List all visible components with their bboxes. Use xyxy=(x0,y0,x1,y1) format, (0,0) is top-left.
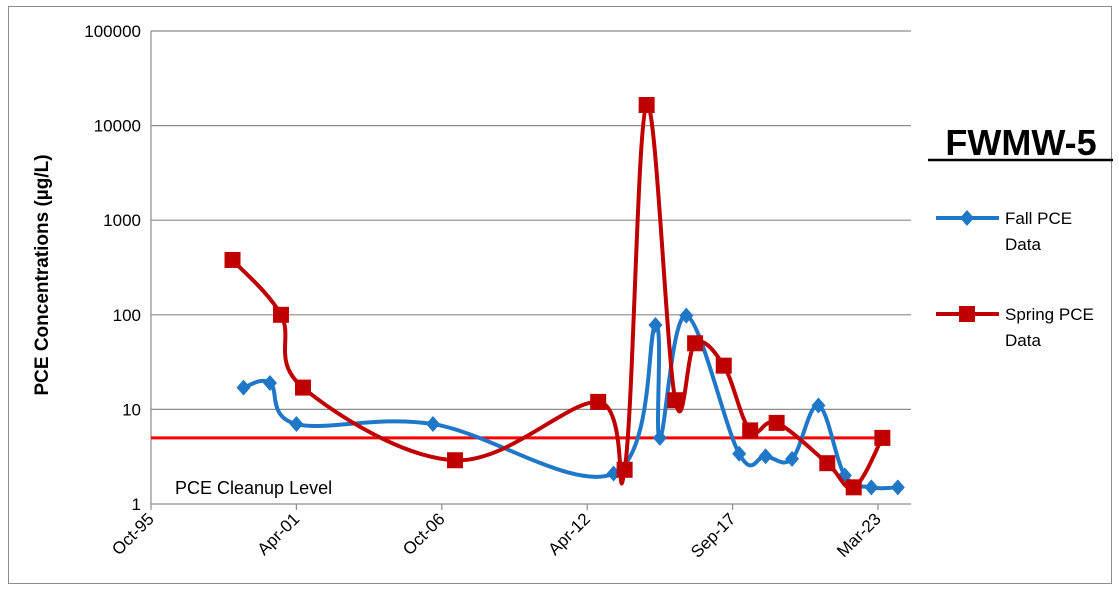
chart-svg: 1 10 100 1000 10000 100000 Oct-95 Apr-01 Oct-06… xyxy=(32,22,1113,562)
data-point xyxy=(638,97,655,114)
data-point xyxy=(742,422,759,439)
data-point xyxy=(272,306,289,323)
data-point xyxy=(732,445,747,462)
x-tick-label: Sep-17 xyxy=(687,509,739,561)
series-fall xyxy=(236,307,905,496)
y-tick-label: 1000 xyxy=(103,211,141,230)
x-tick-labels: Oct-95 Apr-01 Oct-06 Apr-12 Sep-17 Mar-23 xyxy=(108,509,884,561)
data-point xyxy=(425,416,440,433)
data-point xyxy=(295,379,311,396)
data-point xyxy=(768,414,785,431)
x-tick-label: Apr-01 xyxy=(254,509,304,559)
x-tick-label: Apr-12 xyxy=(544,509,594,559)
y-tick-label: 10 xyxy=(122,400,141,419)
data-point xyxy=(679,307,694,324)
data-point xyxy=(758,448,773,465)
data-point xyxy=(785,450,800,467)
data-point xyxy=(667,392,684,409)
data-point xyxy=(890,479,905,496)
series-spring xyxy=(224,97,891,496)
data-point xyxy=(687,335,704,352)
x-tick-label: Oct-06 xyxy=(399,509,449,559)
x-tick-label: Mar-23 xyxy=(833,509,885,561)
data-point xyxy=(819,455,836,472)
data-point xyxy=(715,357,732,374)
data-point xyxy=(236,379,251,396)
y-tick-labels: 1 10 100 1000 10000 100000 xyxy=(84,22,141,514)
y-tick-label: 100 xyxy=(113,306,141,325)
legend: Fall PCE Data Spring PCE Data xyxy=(936,209,1094,350)
legend-label: Spring PCE xyxy=(1005,305,1094,324)
chart-title: FWMW-5 xyxy=(945,122,1096,163)
data-point xyxy=(447,452,463,469)
data-point xyxy=(652,429,667,446)
data-point xyxy=(874,429,891,446)
data-point xyxy=(289,416,304,433)
legend-swatch-marker xyxy=(960,210,974,226)
data-point xyxy=(224,251,241,268)
y-tick-label: 1 xyxy=(132,495,141,514)
data-point xyxy=(811,397,826,414)
legend-label: Data xyxy=(1005,331,1041,350)
series-line xyxy=(231,102,885,491)
cleanup-level-label: PCE Cleanup Level xyxy=(175,478,332,498)
y-tick-label: 10000 xyxy=(94,117,141,136)
series xyxy=(224,97,905,496)
data-point xyxy=(648,317,663,334)
legend-swatch-marker xyxy=(959,306,975,322)
x-tick-label: Oct-95 xyxy=(108,509,158,559)
axes xyxy=(150,31,911,510)
grid-lines xyxy=(151,30,911,410)
data-point xyxy=(262,375,277,392)
legend-label: Fall PCE xyxy=(1005,209,1072,228)
data-point xyxy=(845,479,862,496)
series-line xyxy=(242,313,898,491)
y-axis-label: PCE Concentrations (µg/L) xyxy=(32,154,53,395)
data-point xyxy=(590,393,607,410)
legend-label: Data xyxy=(1005,235,1041,254)
chart-frame: 1 10 100 1000 10000 100000 Oct-95 Apr-01 Oct-06… xyxy=(8,6,1113,584)
data-point xyxy=(616,461,633,478)
data-point xyxy=(864,479,879,496)
y-tick-label: 100000 xyxy=(84,22,141,41)
